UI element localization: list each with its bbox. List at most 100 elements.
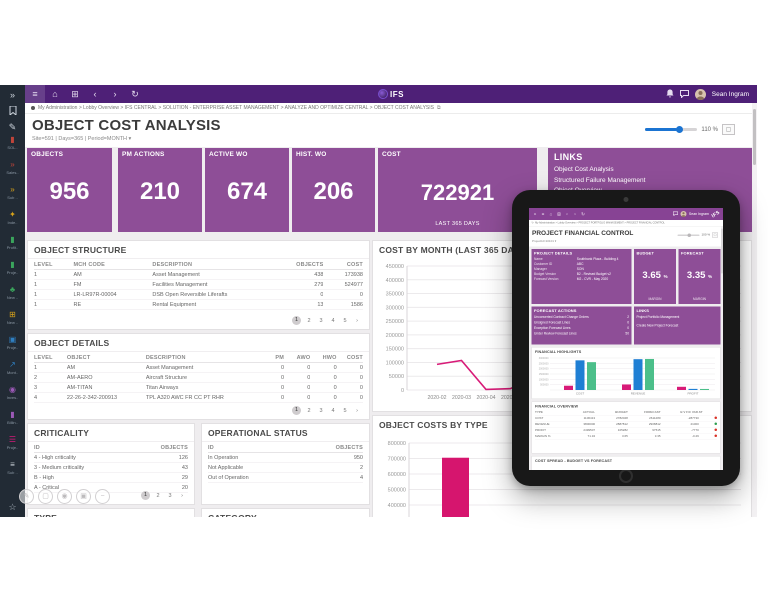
sidebar-item-2[interactable]: » Sub .. — [0, 185, 25, 210]
back-icon[interactable]: ‹ — [93, 89, 97, 99]
table-row[interactable]: In Operation 950 — [208, 453, 363, 463]
table-row[interactable]: 1 AM Asset Management 0 0 0 0 — [34, 363, 363, 373]
pager-page-4[interactable]: 4 — [331, 317, 335, 324]
kpi-tile-objects[interactable]: OBJECTS 956 — [27, 148, 112, 232]
tablet-back-icon[interactable]: ‹ — [566, 211, 568, 217]
pager-page-3[interactable]: 3 — [168, 492, 172, 499]
sidebar-item-5[interactable]: ▮ Proje.. — [0, 260, 25, 285]
forecast-action-row[interactable]: Exception Forecast Lines 0 — [534, 326, 629, 332]
pager-page-1[interactable]: 1 — [292, 316, 301, 325]
sidebar-item-11[interactable]: ▮ Billin.. — [0, 410, 25, 435]
tablet-breadcrumb-refresh-icon[interactable]: ↻ — [531, 221, 534, 225]
breadcrumb[interactable]: My Administration > Lobby Overview > IFS… — [38, 105, 434, 111]
notifications-bell-icon[interactable] — [666, 85, 674, 103]
tablet-zoom-reset-button[interactable]: ▢ — [712, 232, 718, 238]
pager-page-5[interactable]: 5 — [343, 317, 347, 324]
table-row[interactable]: 1 LR-LR97R-00004 DSB Open Reversible Lifer… — [34, 290, 363, 300]
tablet-page-filter[interactable]: ProjectId=10101 ▾ — [532, 240, 557, 243]
ghost-display-button[interactable]: ▣ — [76, 489, 91, 504]
ghost-user-button[interactable]: ◉ — [57, 489, 72, 504]
forecast-action-row[interactable]: Under Review Forecast Lines 50 — [534, 331, 629, 337]
kpi-tile-active-wo[interactable]: ACTIVE WO 674 — [205, 148, 289, 232]
pager-page-3[interactable]: 3 — [319, 407, 323, 414]
tablet-expand-icon[interactable]: » — [533, 211, 537, 217]
refresh-icon[interactable]: ↻ — [131, 89, 139, 99]
link-item[interactable]: Structured Failure Management — [554, 176, 646, 184]
table-row[interactable]: B - High 29 — [34, 473, 188, 483]
tablet-chat-icon[interactable] — [672, 210, 678, 219]
pager-page-3[interactable]: 3 — [319, 317, 323, 324]
pencil-icon[interactable]: ✎ — [8, 122, 17, 132]
forward-icon[interactable]: › — [113, 89, 117, 99]
table-row[interactable]: 4 22-26-2-342-200913 TPL A320 AWC FR CC PT… — [34, 393, 363, 403]
table-row[interactable]: 3 AM-TITAN Titan Airways 0 0 0 0 — [34, 383, 363, 393]
tablet-home-button[interactable] — [619, 469, 633, 483]
bookmark-icon[interactable] — [3, 103, 22, 119]
sidebar-item-13[interactable]: ≡ Sub .. — [0, 460, 25, 485]
chat-icon[interactable] — [679, 85, 689, 103]
sidebar-expand-icon[interactable]: » — [9, 90, 15, 100]
table-row[interactable]: 1 AM Asset Management 438 173938 — [34, 270, 363, 280]
tablet-refresh-icon[interactable]: ↻ — [581, 211, 585, 217]
tablet-user-name[interactable]: Sean Ingram — [688, 212, 709, 216]
table-row[interactable]: 2 AM-AERO Aircraft Structure 0 0 0 0 — [34, 373, 363, 383]
forecast-action-row[interactable]: Unconverted Contract Change Orders 2 — [534, 315, 629, 321]
sidebar-item-7[interactable]: ⊞ New .. — [0, 310, 25, 335]
sidebar-item-6[interactable]: ♣ New .. — [0, 285, 25, 310]
pager-next[interactable]: › — [181, 492, 183, 499]
ghost-pencil-button[interactable]: ✎ — [19, 489, 34, 504]
tablet-scrollbar[interactable] — [721, 226, 723, 470]
scrollbar-thumb[interactable] — [753, 109, 756, 165]
menu-icon[interactable]: ≡ — [25, 85, 45, 103]
sidebar-item-3[interactable]: ✦ Inde.. — [0, 210, 25, 235]
table-row[interactable]: 4 - High criticality 126 — [34, 453, 188, 463]
table-row[interactable]: 1 RE Rental Equipment 13 1586 — [34, 300, 363, 310]
sidebar-item-8[interactable]: ▣ Proje.. — [0, 335, 25, 360]
user-avatar[interactable] — [694, 88, 706, 100]
user-name[interactable]: Sean Ingram — [711, 90, 749, 98]
kpi-tile-pm-actions[interactable]: PM ACTIONS 210 — [118, 148, 202, 232]
forecast-action-row[interactable]: Unsigned Forecast Lines 0 — [534, 320, 629, 326]
link-item[interactable]: Object Cost Analysis — [554, 166, 614, 173]
tablet-menu-icon[interactable]: ≡ — [541, 211, 545, 217]
pager-page-2[interactable]: 2 — [307, 407, 311, 414]
pager-page-1[interactable]: 1 — [141, 491, 150, 500]
favorites-star-icon[interactable]: ☆ — [8, 502, 17, 512]
tablet-link-item[interactable]: Project Portfolio Management — [636, 315, 680, 320]
table-row[interactable]: A - Critical 20 — [34, 483, 188, 493]
pager-next[interactable]: › — [356, 407, 358, 414]
table-row[interactable]: COST 1106413 2782028 2611280 -287730 — [535, 416, 717, 422]
pager-page-4[interactable]: 4 — [331, 407, 335, 414]
tablet-home-icon[interactable]: ⌂ — [549, 211, 553, 217]
table-row[interactable]: MARGIN % 71.34 3.65 3.35 -0.29 — [535, 434, 717, 440]
table-row[interactable]: PROFIT 2499507 105282 97515 -7770 — [535, 428, 717, 434]
page-filter[interactable]: Site=591 | Days=365 | Period=MONTH ▾ — [32, 136, 132, 142]
sidebar-item-1[interactable]: » Sales.. — [0, 160, 25, 185]
kpi-tile-cost[interactable]: COST 722921 LAST 365 DAYS — [378, 148, 537, 232]
ghost-copy-button[interactable]: ▢ — [38, 489, 53, 504]
sidebar-item-10[interactable]: ◉ Inves.. — [0, 385, 25, 410]
pager-page-2[interactable]: 2 — [156, 492, 160, 499]
table-row[interactable]: 1 FM Facilities Management 279 524977 — [34, 280, 363, 290]
home-icon[interactable]: ⌂ — [52, 89, 58, 99]
pager-page-2[interactable]: 2 — [307, 317, 311, 324]
breadcrumb-home-icon[interactable] — [31, 106, 35, 110]
sidebar-item-9[interactable]: ↗ Mont.. — [0, 360, 25, 385]
sidebar-item-0[interactable]: ▮ SOL.. — [0, 135, 25, 160]
sidebar-item-4[interactable]: ▮ Profit.. — [0, 235, 25, 260]
tablet-user-avatar[interactable] — [680, 211, 687, 217]
pager-page-5[interactable]: 5 — [343, 407, 347, 414]
apps-grid-icon[interactable]: ⊞ — [71, 89, 79, 99]
pager-next[interactable]: › — [356, 317, 358, 324]
table-row[interactable]: REVENUE 3800000 2887812 2908812 21000 — [535, 422, 717, 428]
external-link-icon[interactable]: ⧉ — [437, 105, 441, 111]
tablet-breadcrumb[interactable]: My Administration > Lobby Overview > PRO… — [535, 221, 665, 225]
kpi-tile-hist-wo[interactable]: HIST. WO 206 — [292, 148, 375, 232]
table-row[interactable]: Out of Operation 4 — [208, 473, 363, 483]
zoom-reset-button[interactable]: ▢ — [722, 124, 735, 135]
tablet-link-item[interactable]: Create New Project Forecast — [636, 324, 679, 328]
tablet-apps-grid-icon[interactable]: ⊞ — [557, 211, 561, 217]
table-row[interactable]: 3 - Medium criticality 43 — [34, 463, 188, 473]
tablet-forward-icon[interactable]: › — [574, 211, 576, 217]
sidebar-item-12[interactable]: ☰ Proje.. — [0, 435, 25, 460]
